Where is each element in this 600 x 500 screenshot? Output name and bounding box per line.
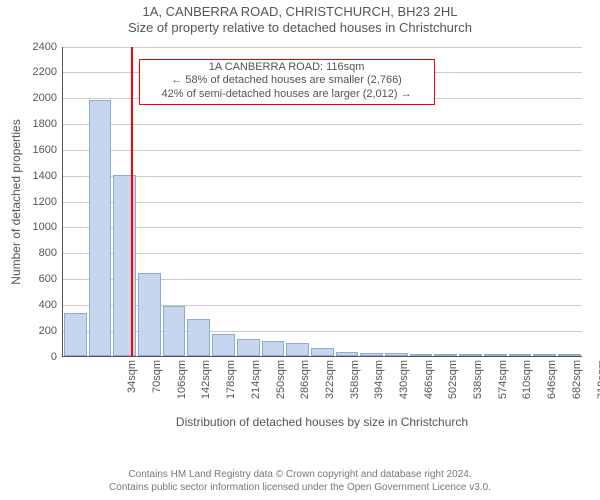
chart-title-address: 1A, CANBERRA ROAD, CHRISTCHURCH, BH23 2H… — [0, 4, 600, 20]
histogram-bar — [212, 334, 235, 356]
x-tick-label: 34sqm — [126, 356, 138, 410]
gridline — [63, 202, 582, 203]
y-tick-label: 200 — [39, 325, 63, 337]
gridline — [63, 124, 582, 125]
y-tick-label: 400 — [39, 299, 63, 311]
x-tick-label: 250sqm — [275, 356, 287, 410]
histogram-bar — [311, 348, 334, 356]
y-tick-label: 2000 — [33, 92, 63, 104]
copyright-caption: Contains HM Land Registry data © Crown c… — [0, 469, 600, 494]
gridline — [63, 253, 582, 254]
y-tick-label: 0 — [51, 351, 63, 363]
histogram-bar — [262, 341, 285, 355]
x-tick-label: 142sqm — [200, 356, 212, 410]
reference-line — [131, 47, 133, 356]
x-axis-label: Distribution of detached houses by size … — [176, 415, 468, 429]
y-tick-label: 1200 — [33, 196, 63, 208]
x-tick-label: 502sqm — [447, 356, 459, 410]
y-tick-label: 1800 — [33, 118, 63, 130]
x-tick-label: 466sqm — [423, 356, 435, 410]
histogram-bar — [163, 306, 186, 355]
y-tick-label: 2400 — [33, 41, 63, 53]
histogram-bar — [286, 343, 309, 355]
chart-title-desc: Size of property relative to detached ho… — [0, 20, 600, 36]
y-tick-label: 800 — [39, 247, 63, 259]
y-tick-label: 1400 — [33, 170, 63, 182]
gridline — [63, 227, 582, 228]
histogram-bar — [113, 175, 136, 356]
x-tick-label: 70sqm — [151, 356, 163, 410]
histogram-bar — [187, 319, 210, 355]
gridline — [63, 176, 582, 177]
caption-line-2: Contains public sector information licen… — [0, 482, 600, 495]
annotation-box: 1A CANBERRA ROAD: 116sqm← 58% of detache… — [139, 59, 435, 105]
y-axis-label: Number of detached properties — [9, 119, 23, 284]
x-tick-label: 106sqm — [176, 356, 188, 410]
x-tick-label: 646sqm — [546, 356, 558, 410]
x-tick-label: 214sqm — [250, 356, 262, 410]
histogram-bar — [64, 313, 87, 356]
gridline — [63, 150, 582, 151]
annotation-line: 42% of semi-detached houses are larger (… — [144, 88, 430, 102]
x-tick-label: 718sqm — [596, 356, 600, 410]
y-tick-label: 2200 — [33, 66, 63, 78]
gridline — [63, 47, 582, 48]
y-tick-label: 1600 — [33, 144, 63, 156]
y-tick-label: 1000 — [33, 221, 63, 233]
histogram-bar — [237, 339, 260, 356]
x-tick-label: 610sqm — [521, 356, 533, 410]
x-tick-label: 574sqm — [497, 356, 509, 410]
caption-line-1: Contains HM Land Registry data © Crown c… — [0, 469, 600, 482]
annotation-line: ← 58% of detached houses are smaller (2,… — [144, 74, 430, 88]
x-tick-label: 322sqm — [324, 356, 336, 410]
histogram-bar — [138, 273, 161, 356]
plot-area: 0200400600800100012001400160018002000220… — [62, 47, 582, 357]
x-tick-label: 538sqm — [472, 356, 484, 410]
histogram-chart: 0 200 400 600 800 1000 1200 1400 1600 1800 2000 220… — [0, 39, 600, 449]
histogram-bar — [89, 100, 112, 356]
x-tick-label: 286sqm — [299, 356, 311, 410]
y-tick-label: 600 — [39, 273, 63, 285]
x-tick-label: 430sqm — [398, 356, 410, 410]
x-tick-label: 394sqm — [373, 356, 385, 410]
x-tick-label: 358sqm — [349, 356, 361, 410]
x-tick-label: 682sqm — [571, 356, 583, 410]
annotation-line: 1A CANBERRA ROAD: 116sqm — [144, 61, 430, 75]
x-tick-label: 178sqm — [225, 356, 237, 410]
